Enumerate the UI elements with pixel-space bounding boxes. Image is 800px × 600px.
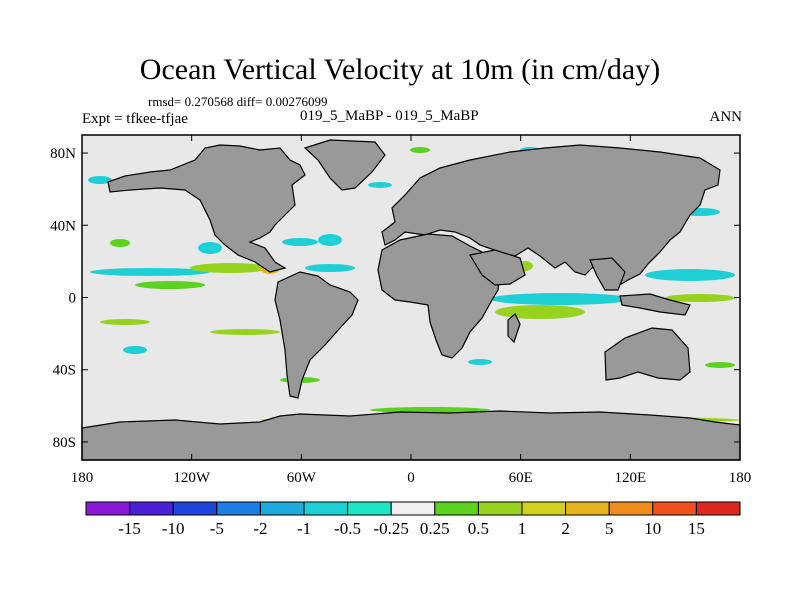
colorbar-swatch — [477, 501, 523, 516]
colorbar-label: 15 — [688, 519, 705, 538]
land-south-america — [274, 271, 359, 399]
colorbar-swatch — [565, 501, 610, 516]
colorbar-label: -15 — [118, 519, 141, 538]
colorbar-swatch — [216, 501, 261, 516]
anomaly-patch — [318, 234, 342, 246]
lon-tick-label: 120W — [173, 470, 211, 486]
land-indonesia — [619, 293, 691, 316]
lon-tick-label: 180 — [71, 470, 94, 486]
anomaly-patch — [210, 329, 280, 335]
anomaly-patch — [90, 268, 210, 276]
anomaly-patch — [705, 362, 735, 368]
colorbar-swatch — [608, 501, 654, 516]
colorbar-swatch — [434, 501, 479, 516]
anomaly-patch — [100, 319, 150, 325]
experiment-label: Expt = tfkee-tfjae — [82, 111, 188, 127]
anomaly-patch — [123, 346, 147, 354]
colorbar-swatch — [652, 501, 697, 516]
anomaly-patch — [468, 359, 492, 365]
colorbar-swatch — [347, 501, 392, 516]
colorbar-label: 5 — [605, 519, 614, 538]
anomaly-patch — [305, 264, 355, 272]
land-arabia — [469, 249, 526, 286]
colorbar-swatch — [85, 501, 131, 516]
anomaly-patch — [198, 242, 222, 254]
colorbar-swatch — [390, 501, 436, 516]
lat-tick-label: 80N — [50, 146, 76, 162]
land-indochina — [589, 257, 626, 291]
colorbar-label: -1 — [297, 519, 311, 538]
colorbar-label: 0.5 — [468, 519, 489, 538]
colorbar-swatch — [172, 501, 218, 516]
anomaly-patch — [410, 147, 430, 153]
anomaly-patch — [110, 239, 130, 247]
colorbar-swatch — [695, 501, 741, 516]
land-madagascar — [507, 313, 521, 344]
lat-tick-label: 80S — [53, 435, 76, 451]
figure-title: Ocean Vertical Velocity at 10m (in cm/da… — [139, 53, 661, 86]
land-antarctica — [81, 410, 741, 461]
anomaly-patch — [495, 305, 585, 319]
colorbar-label: 2 — [561, 519, 570, 538]
anomaly-patch — [490, 293, 630, 305]
anomaly-patch — [665, 294, 735, 302]
land-greenland — [303, 139, 386, 191]
anomaly-patch — [135, 281, 205, 289]
land-north-america — [107, 144, 306, 273]
runs-label: 019_5_MaBP - 019_5_MaBP — [300, 108, 479, 124]
lat-tick-label: 40N — [50, 218, 76, 234]
lat-tick-label: 40S — [53, 363, 76, 379]
colorbar-swatch — [303, 501, 349, 516]
anomaly-patch — [368, 182, 392, 188]
land-eurasia — [381, 144, 721, 287]
lon-tick-label: 180 — [729, 470, 752, 486]
land-layer — [81, 139, 741, 461]
anomaly-patch — [282, 238, 318, 246]
lon-tick-label: 60W — [287, 470, 317, 486]
colorbar-label: 10 — [644, 519, 661, 538]
anomaly-patch — [88, 176, 112, 184]
land-africa — [377, 233, 501, 359]
land-australia — [604, 327, 691, 381]
lat-tick-label: 0 — [69, 291, 77, 307]
lon-tick-label: 60E — [509, 470, 533, 486]
lon-tick-label: 0 — [407, 470, 415, 486]
colorbar-label: -10 — [162, 519, 185, 538]
colorbar-label: -2 — [253, 519, 267, 538]
anomaly-patch — [190, 263, 270, 273]
colorbar-label: 0.25 — [420, 519, 450, 538]
season-label: ANN — [709, 109, 743, 125]
colorbar-swatch — [521, 501, 567, 516]
colorbar-label: -0.5 — [334, 519, 361, 538]
stats-label: rmsd= 0.270568 diff= 0.00276099 — [148, 94, 328, 109]
colorbar-swatch — [259, 501, 305, 516]
anomaly-patch — [645, 269, 735, 281]
colorbar-label: -5 — [210, 519, 224, 538]
map-axes: 80N 40N 0 40S 80S 180 120W 60W 0 60E 120E 180 — [50, 135, 751, 486]
colorbar-label: -0.25 — [373, 519, 408, 538]
colorbar-swatch — [129, 501, 174, 516]
lon-tick-label: 120E — [614, 470, 646, 486]
colorbar-label: 1 — [518, 519, 527, 538]
